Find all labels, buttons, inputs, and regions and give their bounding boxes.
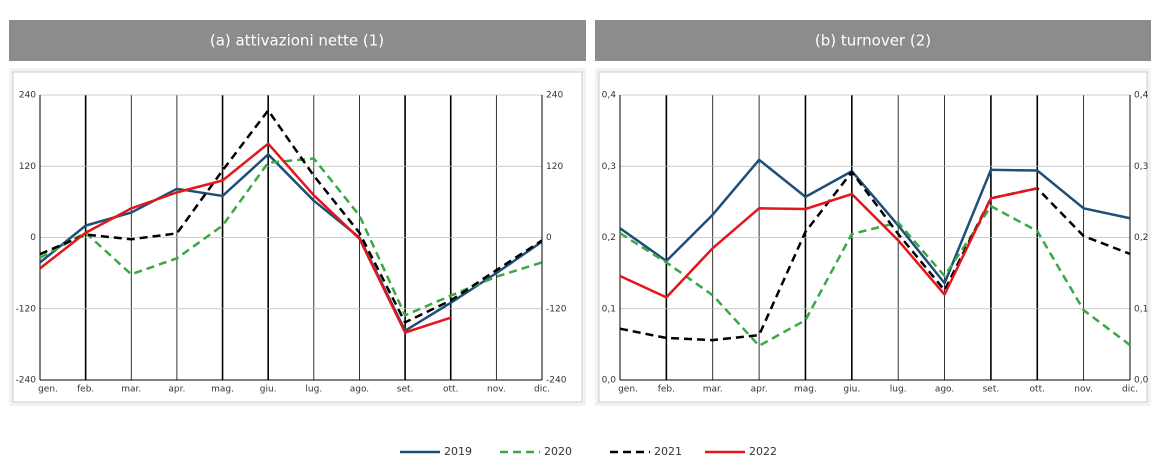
chart-title: (b) turnover (2) [815,32,931,50]
x-tick-label: lug. [890,385,907,395]
legend-label: 2021 [654,445,682,458]
y-tick-label-right: 0,4 [1134,91,1149,101]
x-tick-label: apr. [751,385,768,395]
series-line [619,158,1131,285]
y-tick-label: 0,4 [602,91,617,101]
legend-label: 2020 [544,445,572,458]
x-tick-label: ago. [935,385,954,395]
x-tick-label: gen. [618,385,638,395]
x-tick-label: nov. [487,385,506,395]
chart-frame [598,71,1148,403]
x-tick-label: giu. [260,385,277,395]
x-tick-label: ott. [1030,385,1045,395]
x-tick-label: lug. [305,385,322,395]
y-tick-label: -120 [16,304,37,314]
header-bar [9,20,586,61]
x-tick-label: set. [983,385,1000,395]
chart-title: (a) attivazioni nette (1) [210,32,384,50]
x-tick-label: nov. [1074,385,1093,395]
y-tick-label: 0 [30,233,36,243]
y-tick-label: 0,1 [602,304,616,314]
x-tick-label: feb. [77,385,94,395]
y-tick-label-right: 0,1 [1134,304,1148,314]
series-line [619,187,1038,299]
x-tick-label: dic. [1122,385,1138,395]
x-tick-label: mag. [211,385,234,395]
series-line [619,170,1131,342]
x-tick-label: mar. [121,385,141,395]
y-tick-label: 0,3 [602,162,616,172]
y-tick-label-right: -120 [546,304,567,314]
x-tick-label: mar. [703,385,723,395]
legend-label: 2022 [749,445,777,458]
x-tick-label: gen. [38,385,58,395]
series-line [39,153,543,332]
x-tick-label: ago. [350,385,369,395]
y-tick-label: -240 [16,376,37,386]
x-tick-label: set. [397,385,414,395]
y-tick-label: 0,2 [602,233,616,243]
y-tick-label-right: 0 [546,233,552,243]
x-tick-label: dic. [534,385,550,395]
x-tick-label: mag. [794,385,817,395]
y-tick-label-right: 0,3 [1134,162,1148,172]
y-tick-label: 240 [19,91,36,101]
x-tick-label: ott. [443,385,458,395]
x-tick-label: feb. [658,385,675,395]
y-tick-label-right: 240 [546,91,563,101]
x-tick-label: giu. [843,385,860,395]
y-tick-label-right: 120 [546,162,563,172]
y-tick-label-right: 0,2 [1134,233,1148,243]
series-line [39,157,543,317]
legend-label: 2019 [444,445,472,458]
y-tick-label: 120 [19,162,36,172]
x-tick-label: apr. [168,385,185,395]
y-tick-label: 0,0 [602,376,617,386]
y-tick-label-right: -240 [546,376,567,386]
series-line [619,204,1131,348]
series-line [39,142,452,334]
header-bar [595,20,1151,61]
y-tick-label-right: 0,0 [1134,376,1149,386]
